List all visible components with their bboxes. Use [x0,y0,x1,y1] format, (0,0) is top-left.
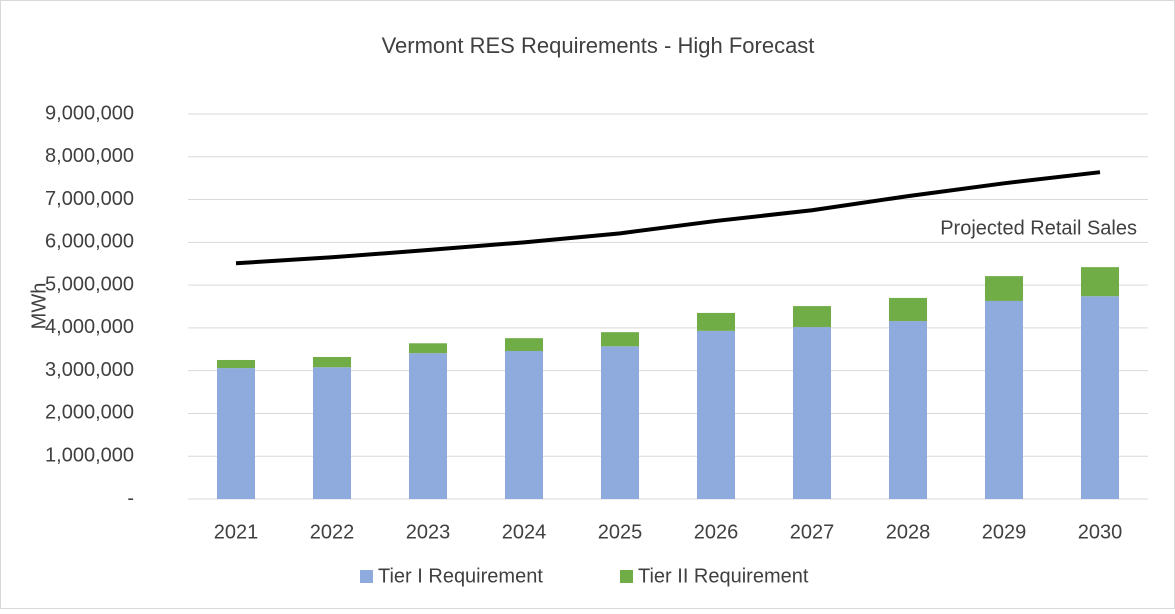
bar [985,276,1023,301]
x-tick-label: 2025 [598,521,643,543]
bar [409,353,447,499]
x-tick-label: 2026 [694,521,739,543]
x-tick-label: 2024 [502,521,547,543]
x-tick-label: 2027 [790,521,835,543]
y-tick-label: 5,000,000 [45,273,134,295]
bar [505,350,543,499]
y-tick-label: 9,000,000 [45,102,134,124]
bar [793,327,831,499]
y-tick-label: 7,000,000 [45,188,134,210]
bar [793,306,831,328]
y-tick-label: 2,000,000 [45,402,134,424]
chart-title: Vermont RES Requirements - High Forecast [382,33,815,58]
x-tick-label: 2023 [406,521,451,543]
bar [313,356,351,368]
bar [313,367,351,499]
bar [889,297,927,322]
x-tick-label: 2030 [1078,521,1123,543]
bar [217,368,255,499]
y-tick-label: 4,000,000 [45,316,134,338]
y-axis-label: MWh [28,283,50,330]
bar [601,332,639,347]
y-tick-label: 8,000,000 [45,145,134,167]
legend-label: Tier II Requirement [638,565,809,587]
x-tick-label: 2028 [886,521,931,543]
bar [889,321,927,499]
bar [601,346,639,499]
bar [697,330,735,499]
y-tick-label: - [127,487,134,509]
legend-swatch [360,570,373,583]
line [235,170,1101,266]
bar [217,359,255,369]
legend-swatch [620,570,633,583]
y-tick-label: 1,000,000 [45,445,134,467]
y-tick-label: 6,000,000 [45,231,134,253]
legend-label: Tier I Requirement [378,565,543,587]
bar [409,343,447,354]
y-tick-label: 3,000,000 [45,359,134,381]
x-tick-label: 2029 [982,521,1027,543]
x-tick-label: 2022 [310,521,355,543]
bar [505,338,543,351]
x-tick-label: 2021 [214,521,259,543]
bar [697,312,735,331]
line-label: Projected Retail Sales [940,217,1137,239]
bar [985,300,1023,499]
bar [1081,296,1119,499]
bar [1081,267,1119,297]
